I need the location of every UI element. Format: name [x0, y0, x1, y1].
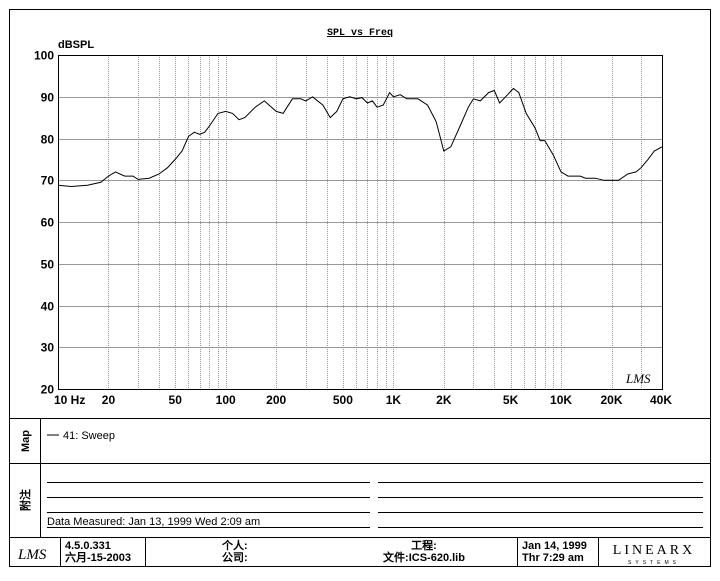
- notes-label: 附注: [18, 489, 32, 511]
- y-tick-label: 50: [41, 258, 55, 272]
- y-tick-label: 100: [34, 49, 54, 63]
- y-tick-label: 40: [41, 300, 55, 314]
- version-date: 六月-15-2003: [65, 550, 131, 564]
- brand: LINEARX: [613, 543, 695, 558]
- x-tick-label: 20: [102, 393, 116, 407]
- y-tick-label: 60: [41, 216, 55, 230]
- brand-sub: SYSTEMS: [628, 560, 680, 566]
- x-tick-label: 20K: [601, 393, 623, 407]
- x-tick-label: 40K: [650, 393, 672, 407]
- x-tick-label: 200: [266, 393, 286, 407]
- map-label: Map: [20, 430, 32, 452]
- frame: [9, 9, 711, 567]
- project: 工程:: [411, 538, 437, 552]
- x-tick-label: 10 Hz: [54, 393, 85, 407]
- x-tick-label: 1K: [386, 393, 402, 407]
- chart-title: SPL vs Freq: [327, 28, 393, 39]
- file: 文件:ICS-620.lib: [383, 550, 465, 564]
- x-tick-label: 500: [333, 393, 353, 407]
- watermark: LMS: [625, 371, 651, 386]
- y-tick-label: 30: [41, 341, 55, 355]
- x-tick-label: 5K: [503, 393, 519, 407]
- x-tick-label: 100: [216, 393, 236, 407]
- version: 4.5.0.331: [65, 540, 111, 552]
- y-tick-label: 20: [41, 383, 55, 397]
- y-tick-label: 80: [41, 133, 55, 147]
- series-line: [57, 87, 663, 188]
- company: 公司:: [222, 551, 248, 564]
- x-tick-label: 2K: [436, 393, 452, 407]
- x-tick-label: 10K: [550, 393, 572, 407]
- footer-logo: LMS: [17, 547, 47, 563]
- measured: Data Measured: Jan 13, 1999 Wed 2:09 am: [47, 516, 260, 528]
- y-axis-label: dBSPL: [58, 39, 94, 51]
- print-date: Jan 14, 1999: [522, 540, 587, 552]
- y-tick-label: 90: [41, 91, 55, 105]
- personal: 个人:: [221, 538, 248, 552]
- note-lines: [47, 482, 703, 528]
- y-tick-label: 70: [41, 174, 55, 188]
- footer-dividers: [60, 537, 599, 566]
- x-tick-label: 50: [169, 393, 183, 407]
- plot-border: [58, 55, 663, 390]
- legend-entry: 41: Sweep: [63, 430, 115, 442]
- print-time: Thr 7:29 am: [522, 552, 584, 564]
